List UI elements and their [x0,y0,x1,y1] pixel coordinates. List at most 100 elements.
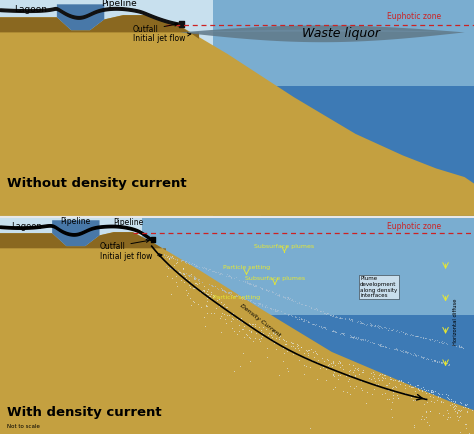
Point [267,306,274,312]
Point [389,394,397,401]
Point [372,322,379,329]
Point [263,303,271,310]
Point [182,257,190,264]
Point [389,385,396,392]
Point [179,265,187,272]
Point [332,313,339,320]
Point [256,300,264,307]
Point [252,281,259,288]
Point [374,380,382,387]
Point [173,257,181,264]
Point [220,304,228,311]
Point [429,393,437,400]
Point [191,275,198,282]
Point [456,399,464,406]
Point [271,306,279,313]
Point [332,329,339,335]
Point [408,383,415,390]
Point [289,350,297,357]
Point [334,375,342,382]
Point [227,290,235,297]
Point [245,296,252,303]
Point [237,293,245,300]
Point [284,294,292,301]
Point [348,333,356,340]
Point [186,294,194,301]
Point [230,368,238,375]
Point [316,322,323,329]
Point [412,333,419,340]
Point [401,331,409,338]
Point [414,382,421,389]
Point [376,370,383,377]
Point [338,361,346,368]
Point [337,315,344,322]
Point [170,266,177,273]
Point [271,305,279,312]
Point [357,320,365,327]
Point [165,255,173,262]
Point [295,314,303,321]
Point [239,325,247,332]
Point [237,315,244,322]
Point [414,352,422,359]
Point [419,388,426,395]
Point [195,280,203,287]
Point [406,382,413,389]
Point [257,326,265,333]
Point [252,281,259,288]
Point [374,374,382,381]
Point [248,323,255,330]
Point [338,315,346,322]
Point [331,328,339,335]
Point [210,293,218,299]
Point [227,310,234,317]
Point [312,320,319,327]
Point [273,345,280,352]
Point [309,349,317,356]
Point [338,329,346,336]
Point [201,287,208,294]
Point [305,356,313,363]
Point [264,332,272,339]
Point [388,326,395,333]
Point [220,311,228,318]
Point [461,401,469,408]
Point [379,391,386,398]
Point [198,304,205,311]
Point [204,266,211,273]
Point [286,310,293,317]
Point [456,429,464,434]
Point [435,389,442,396]
Point [380,371,388,378]
Point [179,257,186,264]
Point [322,376,330,383]
Point [298,316,306,322]
Point [420,415,428,422]
Point [287,339,294,345]
Point [295,315,302,322]
Point [284,295,292,302]
Point [238,294,246,301]
Point [440,339,447,345]
Point [233,330,241,337]
Point [226,273,233,279]
Point [185,277,193,284]
Point [354,365,361,372]
Text: Pipeline: Pipeline [100,0,137,8]
Point [401,385,409,392]
Point [331,313,338,320]
Point [272,307,280,314]
Point [439,359,447,366]
Point [364,337,372,344]
Point [192,263,200,270]
Point [255,323,263,330]
Point [323,309,330,316]
Point [173,283,181,290]
Point [385,345,393,352]
Point [367,321,375,328]
Point [359,368,367,375]
Point [452,403,460,410]
Point [430,357,438,364]
Point [235,276,242,283]
